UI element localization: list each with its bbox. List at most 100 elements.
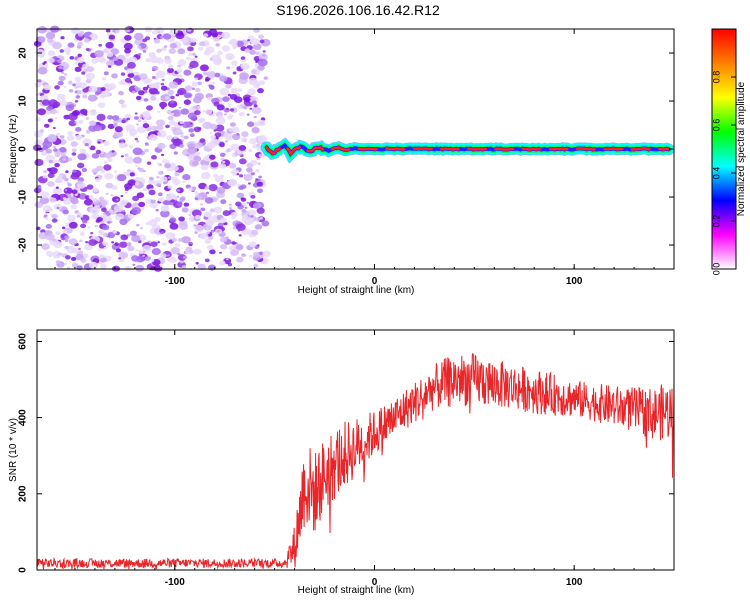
noise-blob	[85, 117, 90, 120]
noise-blob	[168, 48, 177, 54]
x-tick-label: 100	[566, 276, 583, 287]
noise-blob	[169, 217, 177, 223]
noise-blob	[118, 91, 124, 96]
noise-blob	[226, 148, 232, 153]
noise-blob	[117, 174, 127, 182]
noise-blob	[74, 76, 82, 82]
noise-blob	[75, 81, 82, 87]
noise-blob	[189, 159, 199, 167]
noise-blob	[120, 194, 124, 198]
noise-blob	[161, 78, 165, 82]
noise-blob	[220, 73, 224, 76]
noise-blob	[54, 117, 58, 120]
noise-blob	[118, 257, 122, 260]
noise-blob	[219, 163, 227, 169]
noise-blob	[248, 138, 257, 145]
noise-blob	[103, 246, 107, 249]
noise-blob	[204, 197, 214, 204]
noise-blob	[172, 138, 183, 147]
snr-panel: -100 0 100 0 200 400 600 Height of straight li…	[8, 329, 675, 596]
noise-blob	[253, 234, 256, 238]
noise-blob	[179, 144, 185, 149]
noise-blob	[142, 187, 148, 192]
noise-blob	[236, 256, 244, 263]
noise-blob	[219, 260, 226, 266]
noise-blob	[258, 80, 265, 86]
noise-blob	[199, 41, 206, 47]
noise-blob	[138, 201, 146, 208]
noise-blob	[103, 164, 112, 171]
noise-blob	[105, 41, 114, 49]
noise-blob	[124, 27, 131, 33]
noise-blob	[173, 135, 178, 140]
noise-blob	[129, 132, 136, 137]
noise-blob	[71, 152, 77, 156]
noise-blob	[81, 219, 88, 224]
noise-blob	[136, 223, 140, 227]
noise-blob	[114, 126, 123, 133]
noise-blob	[116, 198, 119, 201]
noise-blob	[157, 130, 167, 138]
noise-blob	[44, 123, 50, 128]
noise-blob	[219, 251, 222, 254]
noise-blob	[96, 217, 103, 222]
noise-blob	[120, 72, 126, 76]
noise-blob	[155, 91, 160, 95]
noise-blob	[180, 36, 189, 44]
noise-blob	[227, 55, 233, 60]
noise-blob	[48, 57, 55, 64]
noise-blob	[227, 103, 232, 107]
noise-blob	[228, 162, 237, 169]
noise-blob	[150, 56, 160, 64]
noise-blob	[241, 131, 249, 138]
noise-blob	[68, 238, 78, 246]
noise-blob	[252, 144, 258, 149]
noise-blob	[79, 232, 85, 236]
noise-blob	[123, 42, 133, 50]
y-tick-label: 20	[18, 47, 29, 59]
noise-blob	[162, 33, 172, 40]
noise-blob	[224, 140, 228, 143]
noise-blob	[219, 217, 227, 224]
noise-blob	[120, 234, 129, 241]
noise-blob	[199, 109, 202, 112]
noise-blob	[65, 255, 71, 260]
noise-blob	[226, 258, 229, 261]
noise-blob	[244, 48, 251, 53]
noise-blob	[135, 264, 145, 272]
noise-blob	[248, 182, 251, 185]
noise-blob	[107, 115, 113, 120]
noise-blob	[151, 65, 159, 71]
noise-blob	[53, 148, 58, 152]
noise-blob	[79, 148, 87, 154]
noise-blob	[177, 254, 187, 261]
noise-blob	[221, 31, 231, 39]
noise-blob	[107, 157, 113, 163]
noise-blob	[209, 84, 215, 90]
noise-blob	[132, 263, 136, 266]
noise-blob	[142, 86, 149, 91]
colorbar-tick-label: 0.4	[711, 167, 721, 180]
noise-blob	[124, 77, 132, 83]
noise-blob	[124, 34, 132, 41]
noise-blob	[255, 178, 259, 181]
noise-blob	[85, 48, 90, 51]
noise-blob	[94, 224, 98, 228]
noise-blob	[229, 38, 238, 46]
noise-blob	[76, 211, 82, 216]
noise-blob	[124, 48, 131, 54]
noise-blob	[180, 108, 189, 115]
noise-blob	[257, 162, 261, 165]
noise-blob	[167, 64, 174, 69]
noise-blob	[253, 263, 259, 268]
noise-blob	[151, 30, 158, 35]
noise-blob	[172, 178, 181, 186]
noise-blob	[182, 255, 188, 260]
noise-blob	[178, 220, 188, 227]
noise-blob	[202, 110, 206, 113]
noise-blob	[53, 146, 56, 149]
noise-blob	[62, 66, 68, 71]
noise-blob	[231, 241, 236, 245]
noise-blob	[82, 138, 92, 146]
noise-blob	[75, 134, 83, 140]
